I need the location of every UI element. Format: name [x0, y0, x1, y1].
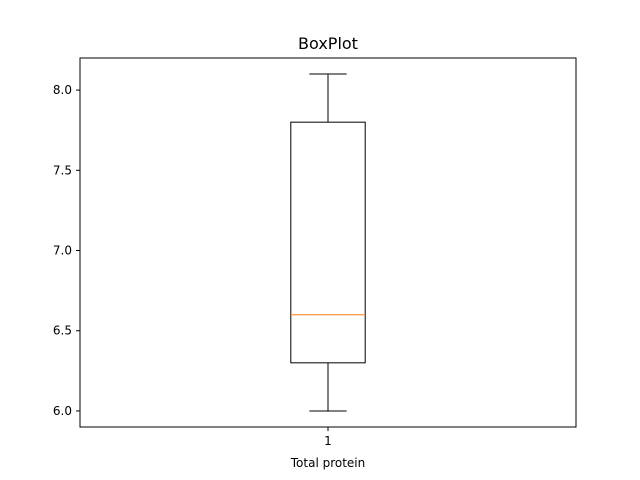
y-tick-label: 7.0	[53, 244, 72, 258]
chart-title: BoxPlot	[298, 34, 358, 53]
y-tick-label: 8.0	[53, 83, 72, 97]
y-tick-label: 6.5	[53, 324, 72, 338]
y-axis: 6.0 6.5 7.0 7.5 8.0	[53, 83, 80, 418]
x-axis-label: Total protein	[290, 456, 366, 470]
y-tick-label: 6.0	[53, 404, 72, 418]
y-tick-label: 7.5	[53, 163, 72, 177]
box-series	[290, 73, 366, 412]
iqr-box	[290, 121, 366, 364]
x-tick-label: 1	[324, 434, 332, 448]
x-axis: 1	[324, 427, 332, 448]
